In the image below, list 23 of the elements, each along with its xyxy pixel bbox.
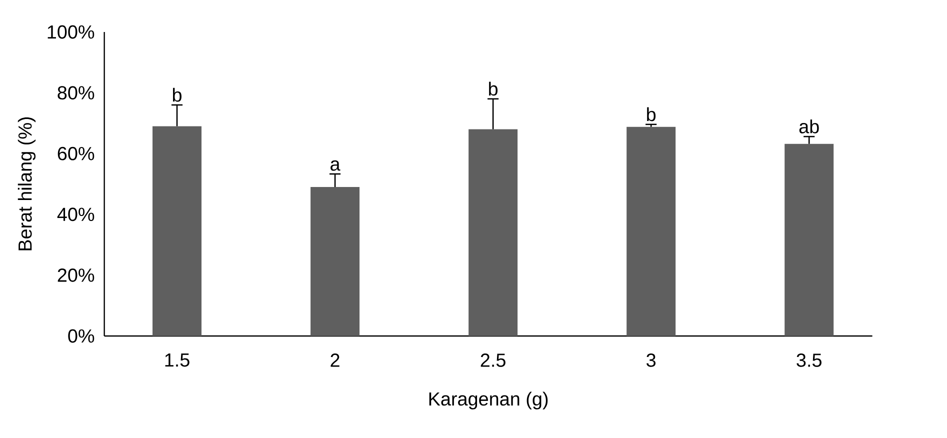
y-tick-label: 80%	[58, 86, 94, 100]
bar	[152, 126, 202, 336]
annotation: a	[330, 160, 340, 171]
y-tick-label: 0%	[68, 329, 94, 343]
x-tick-label: 1.5	[165, 354, 190, 367]
bar	[310, 187, 360, 336]
y-tick-label: 100%	[48, 25, 94, 39]
bar	[626, 126, 676, 336]
y-tick-label: 20%	[58, 268, 94, 282]
annotation: ab	[799, 119, 819, 134]
x-tick-label: 3	[646, 354, 656, 367]
annotation: b	[647, 107, 656, 122]
y-axis-title: Berat hilang (%)	[18, 117, 36, 250]
bar	[468, 129, 518, 336]
annotation: b	[172, 88, 182, 102]
y-tick-label: 40%	[57, 208, 94, 222]
x-tick-label: 2.5	[480, 354, 506, 367]
x-axis-title: Karagenan (g)	[429, 392, 548, 410]
x-tick-label: 3.5	[796, 354, 822, 367]
y-tick-label: 60%	[58, 146, 94, 160]
x-tick-label: 2	[330, 354, 340, 367]
annotation: b	[489, 82, 498, 96]
bar	[784, 144, 834, 336]
